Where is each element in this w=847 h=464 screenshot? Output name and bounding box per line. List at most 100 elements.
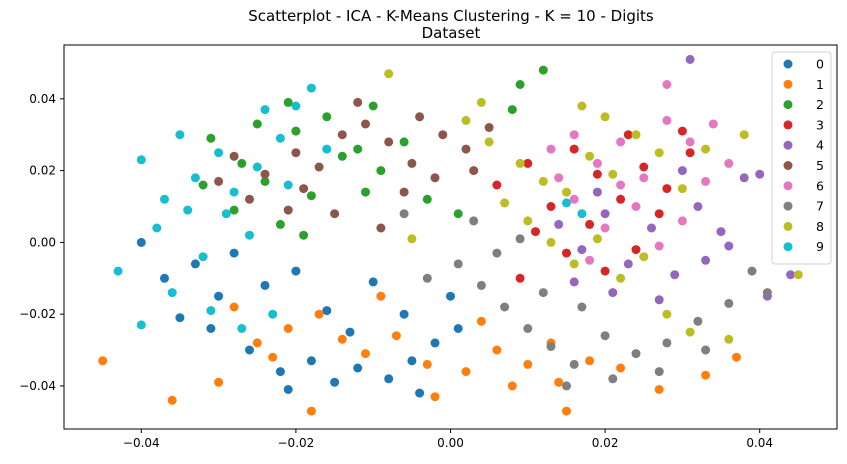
x-axis: −0.04 −0.02 0.00 0.02 0.04: [123, 429, 773, 450]
point-cluster-9-9: [291, 101, 301, 111]
point-cluster-9-21: [183, 205, 193, 215]
point-cluster-7-3: [523, 324, 533, 333]
data-points: [98, 54, 803, 416]
point-cluster-7-18: [608, 374, 618, 384]
point-cluster-0-0: [175, 313, 185, 323]
point-cluster-0-16: [136, 237, 146, 247]
chart-title: Scatterplot - ICA - K-Means Clustering -…: [248, 7, 654, 25]
point-cluster-3-16: [623, 130, 633, 140]
point-cluster-7-2: [500, 302, 510, 312]
point-cluster-7-10: [724, 298, 734, 308]
point-cluster-7-15: [422, 273, 432, 283]
point-cluster-2-11: [275, 219, 285, 229]
point-cluster-6-9: [569, 194, 579, 204]
point-cluster-3-5: [616, 194, 626, 204]
point-cluster-0-2: [245, 345, 254, 355]
point-cluster-4-9: [755, 169, 765, 179]
point-cluster-9-1: [136, 155, 146, 165]
y-tick-label: −0.02: [19, 307, 56, 321]
point-cluster-4-15: [569, 277, 579, 287]
point-cluster-8-17: [616, 273, 626, 283]
point-cluster-1-22: [476, 316, 486, 326]
point-cluster-7-0: [453, 259, 463, 269]
point-cluster-4-17: [724, 241, 734, 251]
legend-label-2: 2: [816, 97, 824, 112]
point-cluster-0-17: [190, 259, 200, 269]
point-cluster-2-12: [306, 191, 316, 201]
point-cluster-7-13: [469, 216, 479, 226]
point-cluster-7-19: [577, 302, 587, 312]
point-cluster-2-14: [368, 101, 378, 111]
point-cluster-5-12: [245, 194, 254, 204]
point-cluster-2-5: [353, 144, 363, 154]
point-cluster-4-8: [739, 173, 749, 183]
point-cluster-5-11: [214, 176, 224, 186]
point-cluster-5-20: [415, 112, 425, 122]
point-cluster-0-14: [206, 324, 216, 333]
point-cluster-5-8: [430, 173, 440, 183]
legend-marker-3: [783, 120, 793, 130]
point-cluster-5-13: [299, 184, 309, 194]
legend-marker-9: [783, 242, 793, 252]
point-cluster-1-6: [337, 334, 347, 344]
point-cluster-5-10: [484, 123, 494, 132]
point-cluster-1-15: [616, 363, 626, 373]
point-cluster-7-20: [654, 367, 664, 377]
point-cluster-1-26: [430, 392, 440, 402]
point-cluster-6-11: [631, 202, 641, 211]
point-cluster-8-26: [500, 198, 510, 208]
point-cluster-1-3: [252, 338, 262, 348]
point-cluster-0-7: [384, 374, 394, 384]
point-cluster-4-19: [677, 166, 687, 176]
point-cluster-3-0: [492, 180, 502, 190]
point-cluster-3-6: [639, 162, 649, 172]
point-cluster-4-14: [608, 288, 618, 298]
point-cluster-9-10: [306, 83, 316, 93]
point-cluster-3-13: [654, 209, 664, 219]
legend-label-9: 9: [816, 239, 824, 254]
point-cluster-4-0: [554, 219, 564, 229]
chart-subtitle: Dataset: [422, 24, 481, 42]
point-cluster-9-17: [206, 306, 216, 316]
point-cluster-4-6: [693, 202, 703, 211]
point-cluster-0-13: [260, 280, 270, 290]
point-cluster-5-15: [399, 187, 409, 197]
point-cluster-2-8: [422, 194, 432, 204]
point-cluster-2-9: [453, 209, 463, 219]
point-cluster-8-4: [538, 176, 548, 186]
point-cluster-9-14: [198, 252, 208, 262]
point-cluster-4-1: [577, 245, 587, 255]
point-cluster-9-6: [229, 187, 239, 197]
point-cluster-0-24: [283, 385, 293, 394]
point-cluster-3-3: [569, 144, 579, 154]
point-cluster-5-7: [407, 158, 417, 168]
point-cluster-1-7: [361, 349, 370, 359]
point-cluster-5-14: [330, 209, 340, 219]
point-cluster-1-14: [585, 356, 595, 366]
point-cluster-7-16: [515, 234, 525, 244]
legend-label-3: 3: [816, 117, 824, 132]
point-cluster-8-15: [569, 259, 579, 269]
point-cluster-4-13: [654, 295, 664, 305]
point-cluster-8-21: [724, 334, 734, 344]
point-cluster-7-9: [693, 316, 703, 326]
point-cluster-2-3: [291, 126, 301, 136]
point-cluster-8-1: [461, 115, 471, 125]
point-cluster-1-0: [98, 356, 108, 366]
point-cluster-6-18: [701, 176, 711, 186]
point-cluster-0-11: [368, 277, 378, 287]
point-cluster-9-22: [283, 180, 293, 190]
point-cluster-1-17: [701, 370, 711, 380]
legend-marker-4: [783, 140, 793, 150]
point-cluster-5-2: [291, 148, 301, 158]
point-cluster-1-10: [461, 367, 471, 377]
point-cluster-9-25: [577, 209, 587, 219]
point-cluster-9-19: [268, 309, 278, 319]
point-cluster-1-25: [507, 381, 517, 391]
point-cluster-3-8: [685, 148, 695, 158]
x-tick-label: 0.04: [746, 436, 773, 450]
point-cluster-1-13: [554, 377, 564, 387]
point-cluster-6-4: [639, 173, 649, 183]
point-cluster-8-14: [546, 237, 556, 247]
point-cluster-5-21: [469, 166, 479, 176]
